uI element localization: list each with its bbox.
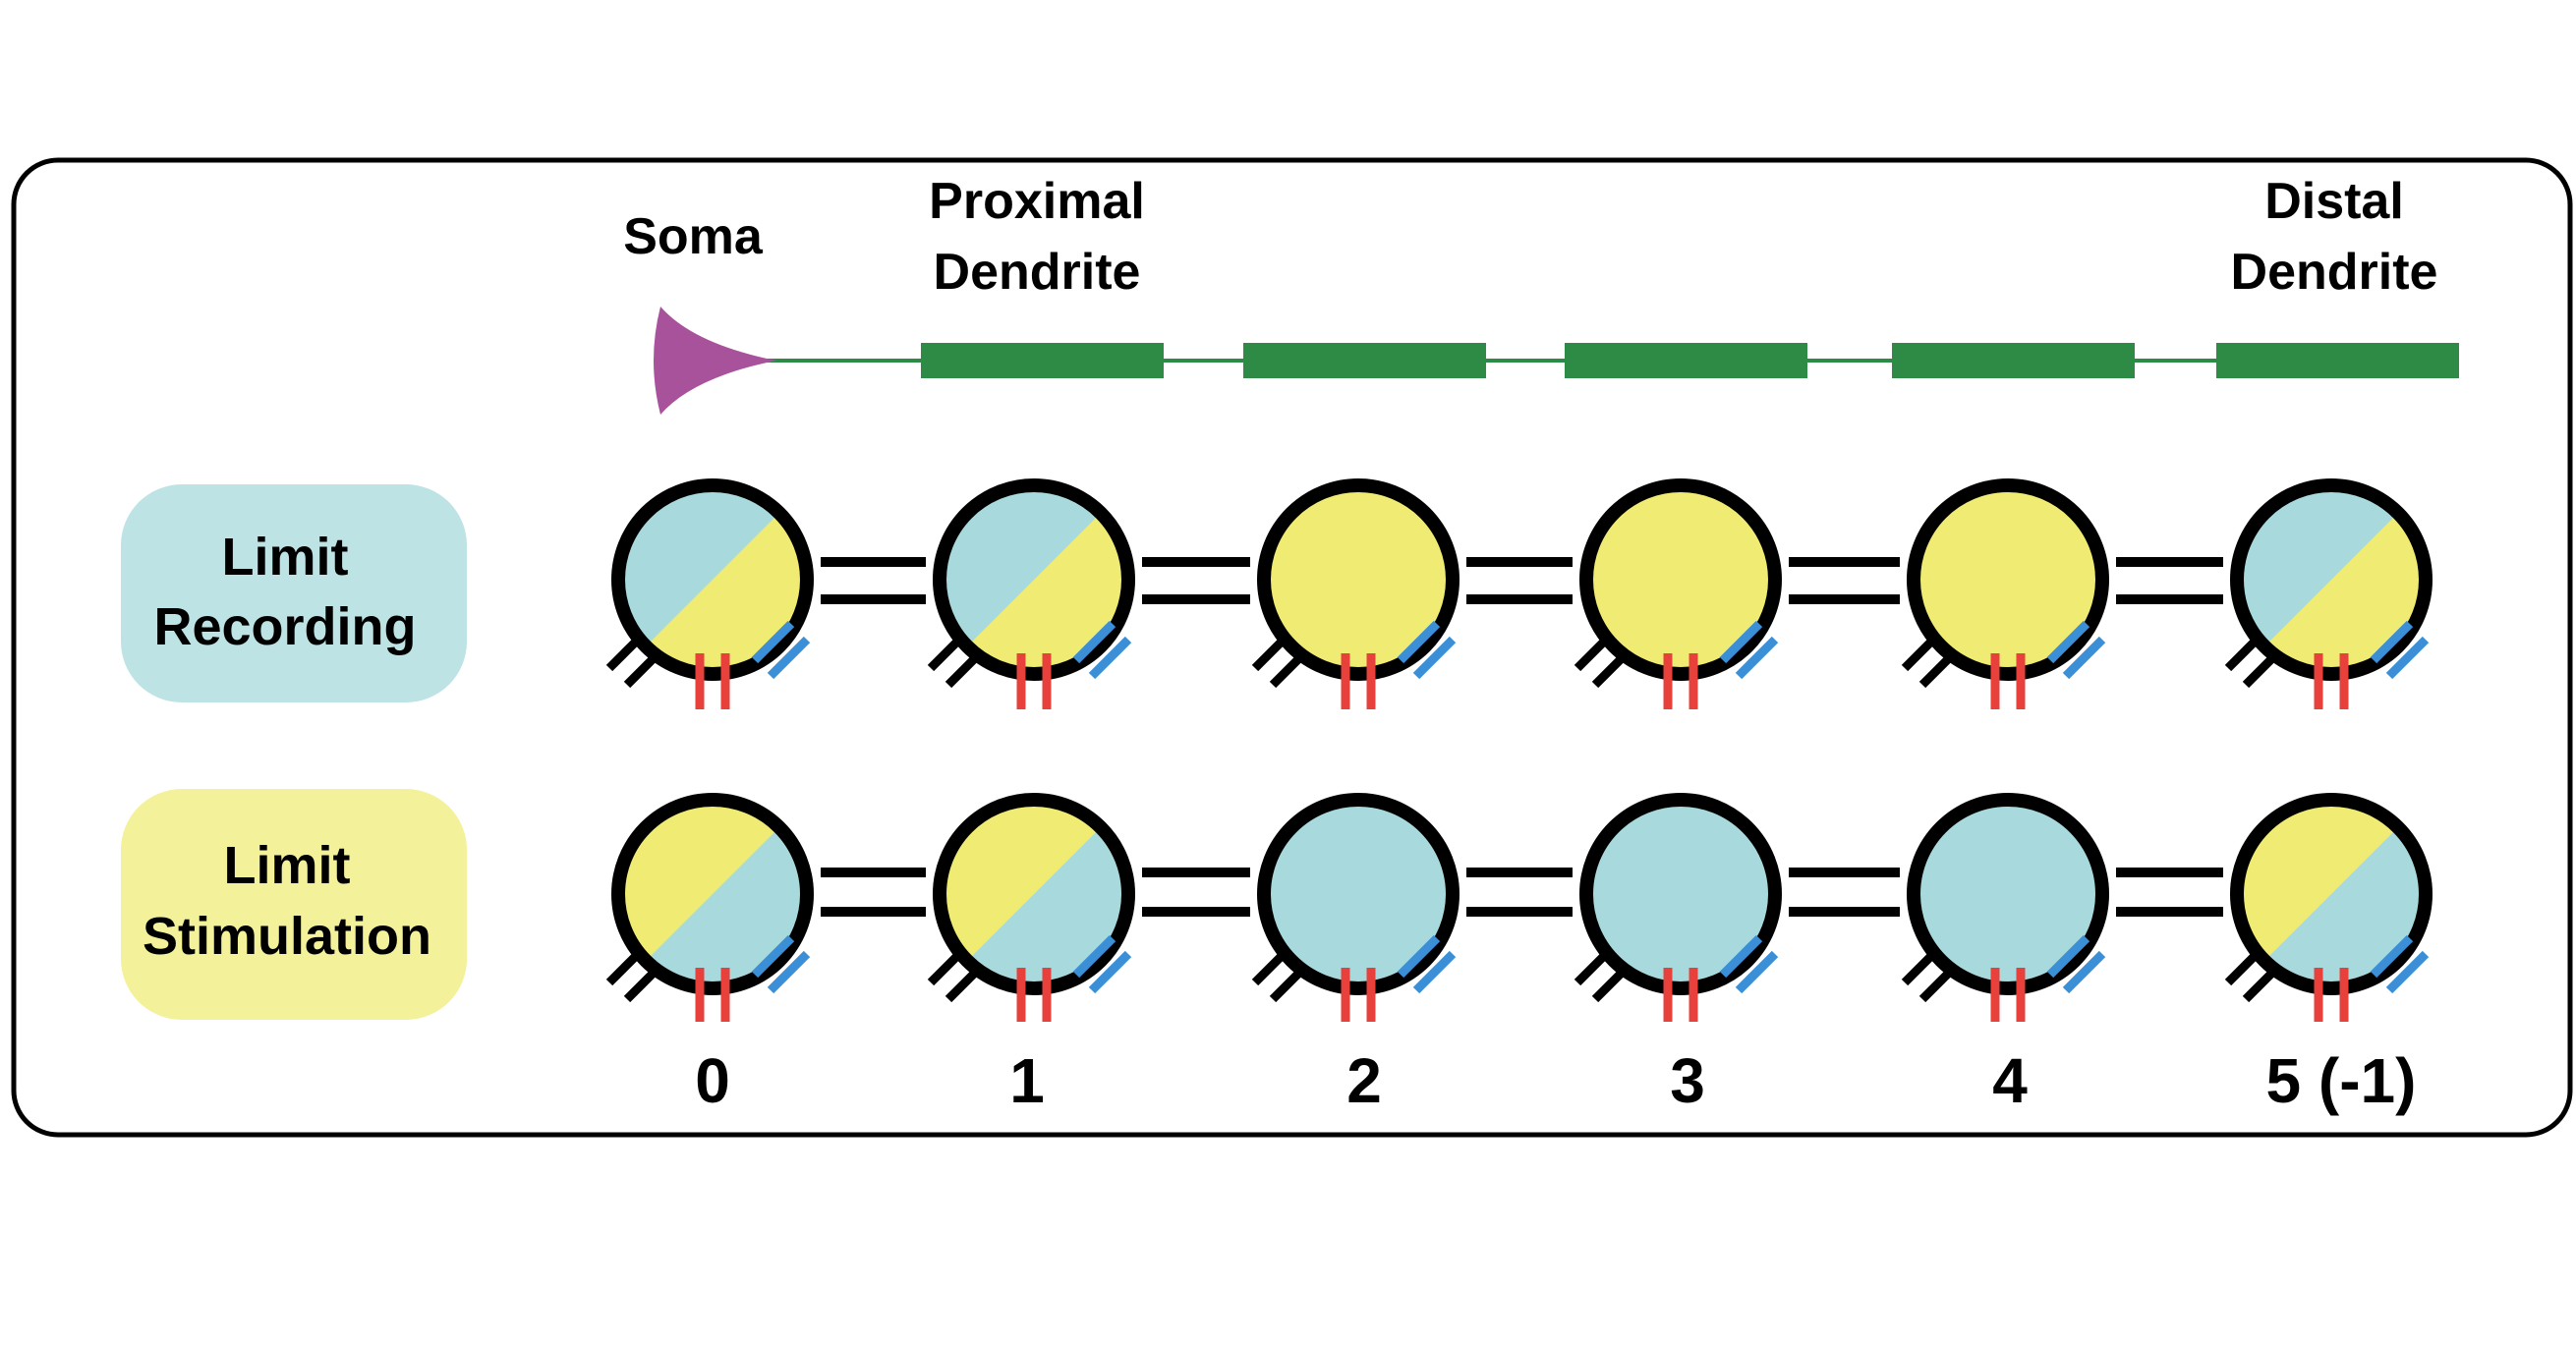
limit-stimulation-label-line2: Stimulation bbox=[143, 907, 431, 966]
black-terminal-marks bbox=[605, 633, 662, 689]
node-index-1: 1 bbox=[1009, 1045, 1045, 1116]
distal-label-line1: Distal bbox=[2264, 173, 2404, 230]
dendrite-segment-0 bbox=[921, 343, 1164, 378]
diagram-frame bbox=[11, 157, 2573, 1138]
limit-recording-label-line1: Limit bbox=[222, 528, 349, 587]
row-limit-stimulation: Limit Stimulation bbox=[121, 789, 2433, 1022]
blue-terminal-marks bbox=[751, 620, 811, 680]
node-index-5: 5 (-1) bbox=[2266, 1045, 2417, 1116]
row-limit-recording: Limit Recording bbox=[121, 478, 2433, 709]
node-index-0: 0 bbox=[695, 1045, 730, 1116]
dendrite-segment-2 bbox=[1565, 343, 1807, 378]
connector-r-1-2 bbox=[1142, 557, 1250, 604]
neuron-schematic: Soma Proximal Dendrite Distal Dendrite bbox=[623, 173, 2459, 415]
connector-s-1-2 bbox=[1142, 868, 1250, 917]
connector-r-4-5 bbox=[2116, 557, 2223, 604]
stimulation-node-5 bbox=[2224, 793, 2433, 1022]
connector-s-4-5 bbox=[2116, 868, 2223, 917]
connector-s-3-4 bbox=[1789, 868, 1900, 917]
dendrite-segment-3 bbox=[1892, 343, 2135, 378]
soma-icon bbox=[654, 307, 776, 415]
recording-node-2 bbox=[1251, 478, 1460, 709]
stimulation-node-4 bbox=[1901, 793, 2109, 1022]
recording-node-3 bbox=[1574, 478, 1782, 709]
connector-r-3-4 bbox=[1789, 557, 1900, 604]
node-index-2: 2 bbox=[1346, 1045, 1382, 1116]
proximal-label-line2: Dendrite bbox=[934, 244, 1141, 301]
node-index-3: 3 bbox=[1670, 1045, 1705, 1116]
recording-node-5 bbox=[2224, 478, 2433, 709]
limit-recording-badge bbox=[121, 484, 467, 702]
distal-label-line2: Dendrite bbox=[2231, 244, 2438, 301]
connector-r-0-1 bbox=[821, 557, 926, 604]
soma-label: Soma bbox=[623, 208, 764, 265]
connector-s-2-3 bbox=[1466, 868, 1573, 917]
stimulation-node-0 bbox=[605, 793, 814, 1022]
recording-node-0 bbox=[605, 478, 814, 709]
limit-stimulation-badge bbox=[121, 789, 467, 1020]
connector-r-2-3 bbox=[1466, 557, 1573, 604]
limit-stimulation-label-line1: Limit bbox=[224, 836, 351, 895]
node-index-labels: 0 1 2 3 4 5 (-1) bbox=[695, 1045, 2416, 1116]
recording-node-4 bbox=[1901, 478, 2109, 709]
limit-recording-label-line2: Recording bbox=[153, 597, 416, 656]
stimulation-node-3 bbox=[1574, 793, 1782, 1022]
dendrite-segment-1 bbox=[1243, 343, 1486, 378]
connector-s-0-1 bbox=[821, 868, 926, 917]
dendrite-segment-4 bbox=[2216, 343, 2459, 378]
proximal-label-line1: Proximal bbox=[929, 173, 1145, 230]
node-index-4: 4 bbox=[1992, 1045, 2028, 1116]
stimulation-node-1 bbox=[927, 793, 1135, 1022]
stimulation-node-2 bbox=[1251, 793, 1460, 1022]
red-terminal-marks bbox=[695, 653, 730, 709]
recording-node-1 bbox=[927, 478, 1135, 709]
